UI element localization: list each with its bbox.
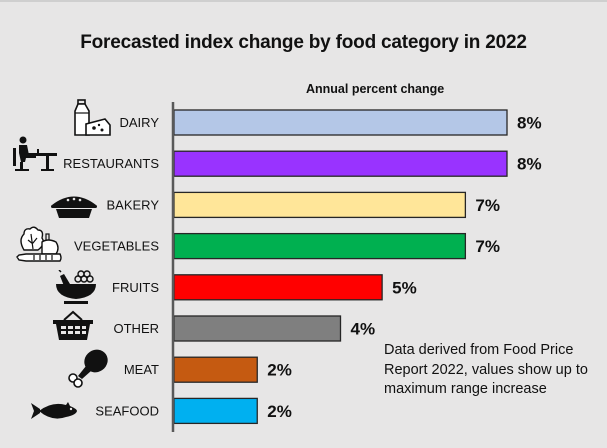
chart-subtitle: Annual percent change — [306, 82, 445, 96]
value-label-restaurants: 8% — [517, 155, 542, 174]
category-label-restaurants: RESTAURANTS — [63, 156, 159, 171]
value-label-bakery: 7% — [475, 196, 500, 215]
bar-restaurants — [173, 150, 508, 177]
bar-fruits — [173, 274, 383, 301]
value-label-fruits: 5% — [392, 278, 417, 297]
fruit-bowl-icon — [56, 270, 96, 304]
source-annotation: Data derived from Food Price Report 2022… — [384, 342, 588, 397]
bar-vegetables — [173, 232, 467, 260]
value-label-vegetables: 7% — [475, 237, 500, 256]
bar-seafood — [173, 397, 258, 425]
value-label-dairy: 8% — [517, 114, 542, 133]
pie-icon — [51, 196, 97, 218]
category-label-dairy: DAIRY — [120, 115, 160, 130]
value-label-meat: 2% — [267, 361, 292, 380]
value-label-seafood: 2% — [267, 402, 292, 421]
vegetables-icon — [16, 226, 62, 262]
milk-cheese-icon — [74, 99, 111, 136]
bar-meat — [173, 356, 258, 383]
chart-title: Forecasted index change by food category… — [80, 32, 527, 53]
category-label-bakery: BAKERY — [106, 197, 159, 212]
drumstick-icon — [68, 349, 108, 388]
restaurant-diner-icon — [13, 136, 57, 171]
category-label-other: OTHER — [114, 321, 160, 336]
category-label-meat: MEAT — [124, 362, 159, 377]
category-label-fruits: FRUITS — [112, 280, 159, 295]
category-label-seafood: SEAFOOD — [95, 403, 159, 418]
value-label-other: 4% — [351, 320, 376, 339]
bar-dairy — [173, 109, 508, 136]
bar-bakery — [173, 191, 467, 219]
bar-other — [173, 315, 342, 342]
category-label-vegetables: VEGETABLES — [74, 239, 159, 254]
fish-icon — [31, 402, 77, 419]
basket-icon — [53, 310, 93, 340]
